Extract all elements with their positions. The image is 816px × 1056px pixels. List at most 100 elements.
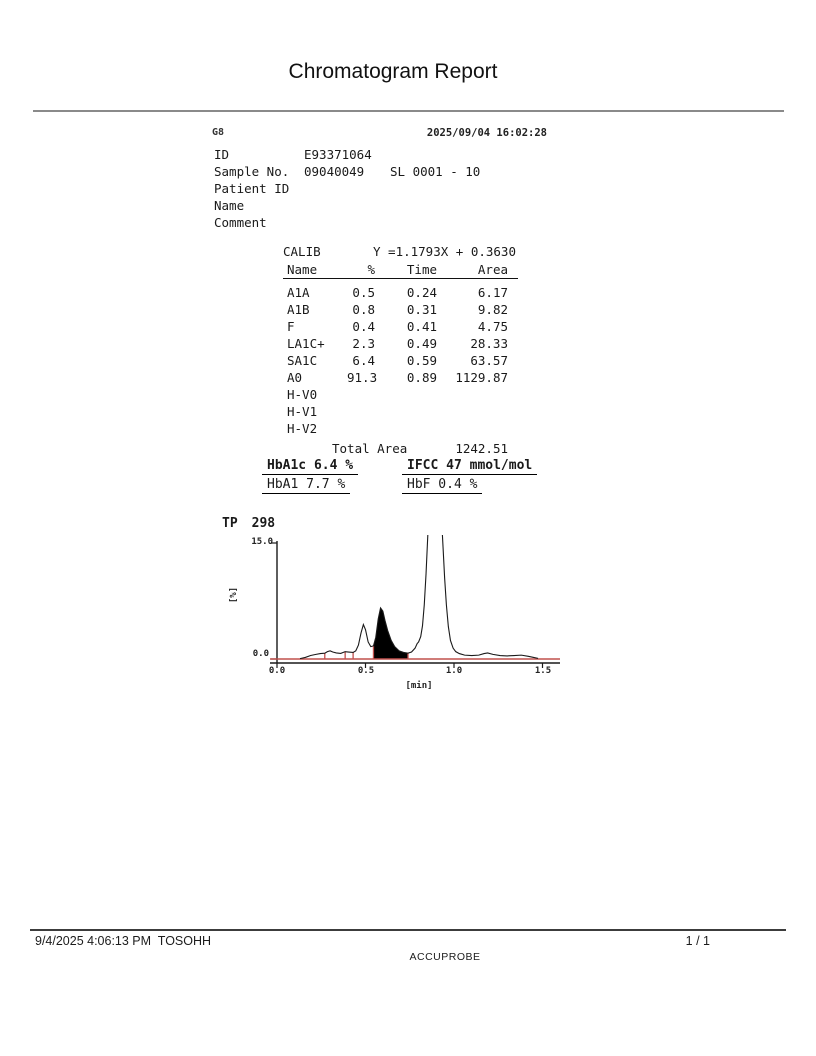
- peak-table-cell: 2.3: [352, 336, 375, 351]
- peak-table-cell: LA1C+: [287, 336, 325, 351]
- peak-table-rows: A1A 0.5 0.24 6.17 A1B 0.8 0.31 9.82 F 0.4 0.41 4.75…: [283, 284, 518, 437]
- footer-divider: [30, 929, 786, 931]
- col-name: Name: [287, 262, 318, 277]
- chromatogram-trace: [299, 535, 539, 660]
- analysis-datetime: 2025/09/04 16:02:28: [426, 127, 547, 139]
- tp-label: TP: [222, 516, 238, 531]
- peak-table-cell: 0.41: [406, 319, 437, 334]
- peak-table-row: LA1C+ 2.3 0.49 28.33: [283, 335, 518, 352]
- peak-table-cell: 0.24: [406, 285, 437, 300]
- peak-table-row: H-V0: [283, 386, 518, 403]
- y-axis-max-label: 15.0: [251, 537, 273, 547]
- peak-table-cell: [347, 420, 375, 437]
- col-area: Area: [477, 262, 508, 277]
- peak-table-cell: [375, 403, 437, 420]
- header-divider: [33, 110, 784, 112]
- peak-table-cell: 28.33: [470, 336, 508, 351]
- info-row: Patient ID: [214, 180, 480, 197]
- peak-table-cell: A1A: [287, 285, 310, 300]
- peak-table-row: SA1C 6.4 0.59 63.57: [283, 352, 518, 369]
- peak-table-cell: A0: [287, 370, 303, 385]
- footer-print-datetime: 9/4/2025 4:06:13 PM TOSOHH: [35, 934, 212, 948]
- peak-table-row: H-V1: [283, 403, 518, 420]
- peak-table-cell: 0.4: [352, 319, 375, 334]
- info-value: [304, 214, 390, 231]
- sa1c-filled-peak: [373, 607, 408, 659]
- peak-table-cell: H-V2: [287, 421, 318, 436]
- hba1c-result: HbA1c 6.4 %: [262, 458, 359, 475]
- peak-table-cell: H-V0: [287, 387, 318, 402]
- info-label: Name: [214, 198, 245, 213]
- footer-page-number: 1 / 1: [685, 934, 710, 948]
- peak-table-cell: A1B: [287, 302, 310, 317]
- x-axis-unit-label: [min]: [405, 681, 433, 691]
- y-axis-zero-label: 0.0: [252, 649, 269, 659]
- peak-table-row: F 0.4 0.41 4.75: [283, 318, 518, 335]
- x-tick-05: 0.5: [357, 666, 375, 676]
- info-row: ID E93371064: [214, 146, 480, 163]
- x-tick-10: 1.0: [445, 666, 463, 676]
- peak-table-cell: [347, 403, 375, 420]
- peak-table-cell: 0.8: [352, 302, 375, 317]
- total-area-value: 1242.51: [455, 441, 508, 456]
- total-pressure-row: TP 298: [222, 516, 275, 531]
- calib-label: CALIB: [283, 244, 321, 259]
- peak-table-cell: [437, 386, 508, 403]
- calib-equation: Y =1.1793X + 0.3630: [373, 244, 516, 259]
- peak-table-cell: 0.59: [406, 353, 437, 368]
- peak-table-row: A1A 0.5 0.24 6.17: [283, 284, 518, 301]
- ifcc-result: IFCC 47 mmol/mol: [402, 458, 538, 475]
- info-label: Comment: [214, 215, 267, 230]
- peak-table-cell: 0.5: [352, 285, 375, 300]
- peak-table-row: A1B 0.8 0.31 9.82: [283, 301, 518, 318]
- info-value: 09040049: [304, 164, 365, 179]
- info-value: [304, 180, 390, 197]
- info-row: Name: [214, 197, 480, 214]
- peak-table-cell: 4.75: [477, 319, 508, 334]
- footer-lab-name: ACCUPROBE: [409, 951, 481, 963]
- calib-equation-row: CALIB Y =1.1793X + 0.3630: [283, 244, 516, 259]
- y-axis-unit-label: [%]: [229, 586, 240, 604]
- sample-info-block: ID E93371064 Sample No. 09040049 SL 0001 - 1…: [214, 146, 480, 231]
- info-label: Sample No.: [214, 164, 290, 179]
- peak-table-cell: [347, 386, 375, 403]
- peak-table-cell: 0.31: [406, 302, 437, 317]
- peak-table-cell: 63.57: [470, 353, 508, 368]
- tp-value: 298: [251, 516, 276, 531]
- info-value: E93371064: [304, 147, 372, 162]
- peak-table-cell: F: [287, 319, 295, 334]
- peak-table-cell: 6.17: [477, 285, 508, 300]
- peak-table-cell: 9.82: [477, 302, 508, 317]
- peak-table-cell: 0.49: [406, 336, 437, 351]
- peak-table-cell: [437, 420, 508, 437]
- peak-table-cell: 1129.87: [455, 370, 508, 385]
- x-tick-15: 1.5: [534, 666, 552, 676]
- info-label: ID: [214, 147, 230, 162]
- peak-table-row: H-V2: [283, 420, 518, 437]
- analyzer-model-label: G8: [212, 127, 225, 138]
- hbf-result: HbF 0.4 %: [402, 477, 483, 494]
- info-extra: SL 0001 - 10: [390, 164, 481, 179]
- x-tick-0: 0.0: [268, 666, 286, 676]
- peak-table-cell: [437, 403, 508, 420]
- peak-table-cell: 91.3: [347, 370, 378, 385]
- col-percent: %: [367, 262, 375, 277]
- page-title: Chromatogram Report: [288, 60, 498, 83]
- peak-table-row: A0 91.3 0.89 1129.87: [283, 369, 518, 386]
- total-area-label: Total Area: [332, 441, 408, 456]
- peak-table-cell: H-V1: [287, 404, 318, 419]
- peak-table-header: Name % Time Area: [283, 261, 518, 279]
- peak-table-cell: 0.89: [406, 370, 437, 385]
- peak-table-cell: 6.4: [352, 353, 375, 368]
- peak-table-cell: SA1C: [287, 353, 318, 368]
- col-time: Time: [406, 262, 437, 277]
- peak-table-cell: [375, 386, 437, 403]
- peak-table-cell: [375, 420, 437, 437]
- info-label: Patient ID: [214, 181, 290, 196]
- chromatogram-plot: [270, 535, 560, 668]
- info-value: [304, 197, 390, 214]
- info-row: Sample No. 09040049 SL 0001 - 10: [214, 163, 480, 180]
- info-row: Comment: [214, 214, 480, 231]
- hba1-result: HbA1 7.7 %: [262, 477, 351, 494]
